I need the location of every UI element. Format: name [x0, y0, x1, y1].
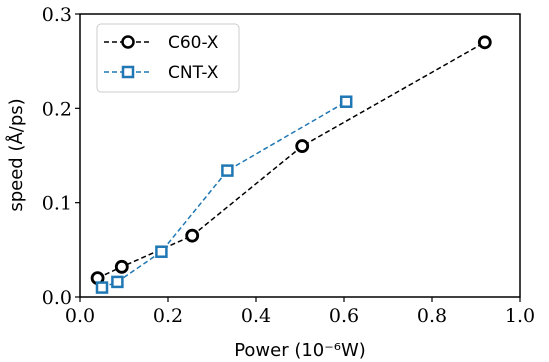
data-point-c60-x	[295, 139, 310, 153]
legend: C60-X CNT-X	[96, 23, 240, 93]
y-tick-label: 0.3	[42, 4, 72, 26]
data-point-c60-x	[185, 228, 200, 243]
legend-label-cnt-x: CNT-X	[168, 63, 219, 83]
series-line-c60-x	[97, 41, 486, 279]
data-point-cnt-x	[111, 275, 124, 289]
data-point-c60-x	[114, 259, 129, 274]
x-tick-label: 0.0	[65, 305, 95, 327]
y-tick-label: 0.2	[42, 98, 72, 120]
data-point-cnt-x	[155, 245, 168, 258]
x-tick-label: 0.6	[329, 305, 359, 327]
legend-marker-cnt-x	[121, 65, 135, 79]
x-tick-label: 1.0	[505, 305, 535, 327]
legend-label-c60-x: C60-X	[168, 33, 219, 53]
y-tick-label: 0.1	[42, 193, 72, 215]
x-axis-label: Power (10⁻⁶W)	[234, 340, 366, 361]
x-tick-label: 0.2	[153, 305, 183, 327]
x-tick-label: 0.4	[241, 305, 271, 327]
x-tick-label: 0.8	[417, 305, 447, 327]
data-point-c60-x	[477, 35, 492, 50]
legend-marker-c60-x	[121, 35, 135, 49]
marks-layer	[90, 35, 492, 294]
y-axis-label: speed (Å/ps)	[5, 98, 27, 211]
plot-frame	[79, 13, 521, 298]
data-point-cnt-x	[221, 164, 234, 177]
data-point-cnt-x	[95, 281, 109, 294]
x-ticks: 0.0 0.2 0.4 0.6 0.8 1.0	[65, 297, 535, 327]
data-point-cnt-x	[339, 95, 353, 108]
y-tick-label: 0.0	[42, 287, 72, 309]
y-ticks: 0.0 0.1 0.2 0.3	[42, 4, 80, 309]
